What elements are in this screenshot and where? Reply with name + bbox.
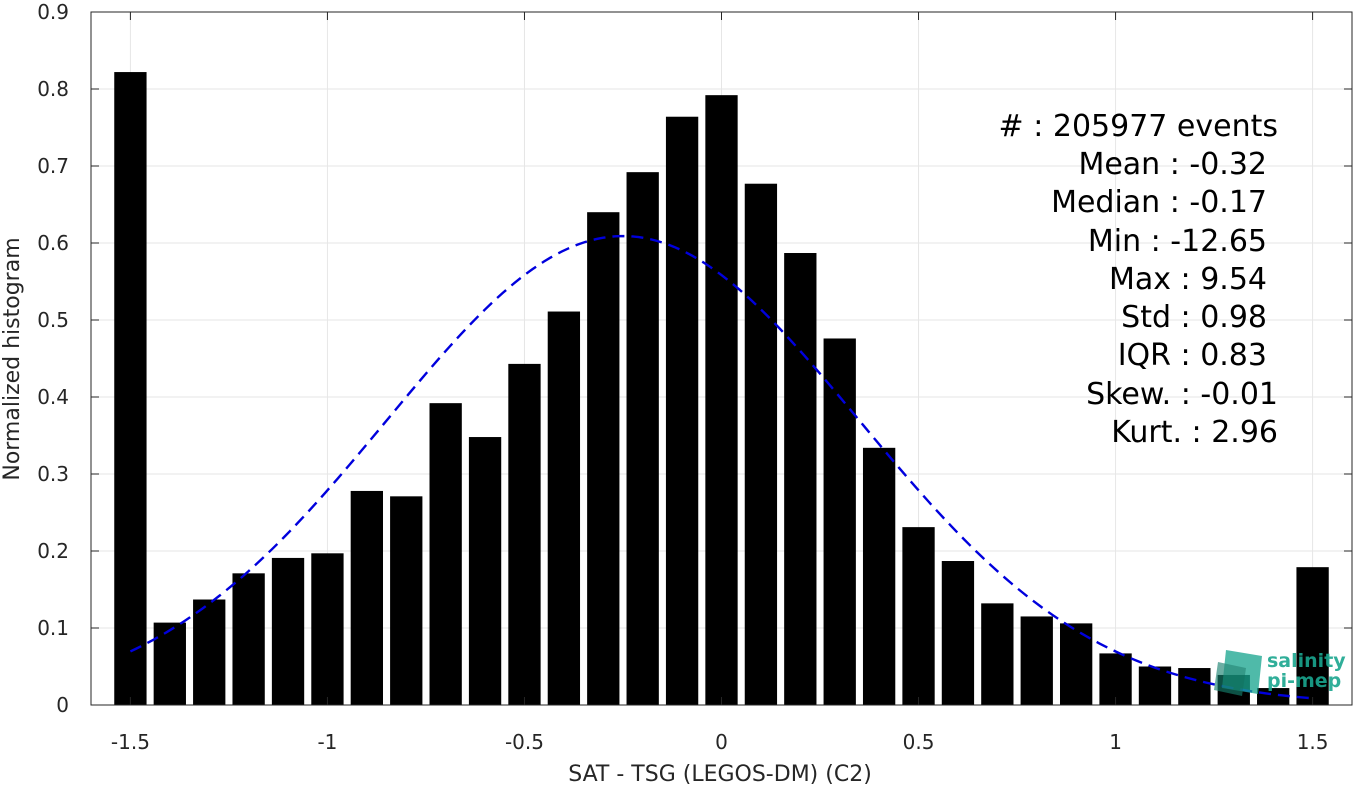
bar-1 xyxy=(153,622,186,705)
bar-8 xyxy=(429,403,462,705)
bar-2 xyxy=(193,599,226,705)
bar-5 xyxy=(311,553,344,705)
stat-skew: Skew. : -0.01 xyxy=(1086,377,1278,412)
x-tick-label-6: 1.5 xyxy=(1297,730,1329,754)
bar-21 xyxy=(941,561,975,705)
bar-26 xyxy=(1138,666,1172,705)
axes xyxy=(90,11,1353,706)
y-tick-label-2: 0.2 xyxy=(37,539,69,563)
bar-4 xyxy=(271,557,305,705)
bar-3 xyxy=(232,573,265,705)
bar-22 xyxy=(981,603,1014,705)
bar-23 xyxy=(1020,616,1053,705)
y-axis-label: Normalized histogram xyxy=(0,237,25,480)
bar-18 xyxy=(823,338,856,705)
bar-12 xyxy=(587,212,620,705)
bar-13 xyxy=(626,172,659,705)
statistics-annotation: # : 205977 events Mean : -0.32 Median : … xyxy=(999,109,1278,450)
bar-25 xyxy=(1099,653,1132,705)
x-tick-label-0: -1.5 xyxy=(111,730,150,754)
normal-fit-curve xyxy=(129,234,1313,700)
bar-6 xyxy=(350,490,384,705)
y-tick-labels: 0 0.1 0.2 0.3 0.4 0.5 0.6 0.7 0.8 0.9 xyxy=(37,0,69,717)
stat-kurt: Kurt. : 2.96 xyxy=(1111,415,1278,450)
logo-text-pimep: pi-mep xyxy=(1267,670,1341,692)
y-tick-label-0: 0 xyxy=(56,693,69,717)
stat-max: Max : 9.54 xyxy=(1109,262,1267,297)
y-tick-label-7: 0.7 xyxy=(37,154,69,178)
stat-median: Median : -0.17 xyxy=(1051,185,1267,220)
logo-text-salinity: salinity xyxy=(1267,650,1346,672)
bar-10 xyxy=(508,363,541,705)
y-tick-label-3: 0.3 xyxy=(37,462,69,486)
stat-std: Std : 0.98 xyxy=(1121,300,1267,335)
bar-7 xyxy=(390,496,423,705)
stat-iqr: IQR : 0.83 xyxy=(1118,338,1267,373)
x-tick-label-3: 0 xyxy=(715,730,728,754)
bar-27 xyxy=(1178,668,1211,705)
y-tick-label-4: 0.4 xyxy=(37,385,69,409)
salinity-pimep-logo: salinity pi-mep xyxy=(1214,650,1346,696)
y-tick-label-9: 0.9 xyxy=(37,0,69,24)
bar-20 xyxy=(902,527,935,705)
x-tick-label-1: -1 xyxy=(317,730,337,754)
y-tick-label-8: 0.8 xyxy=(37,77,69,101)
histogram-bars xyxy=(114,72,1329,706)
x-axis-label: SAT - TSG (LEGOS-DM) (C2) xyxy=(568,762,872,785)
y-tick-label-6: 0.6 xyxy=(37,231,69,255)
stat-min: Min : -12.65 xyxy=(1088,224,1267,259)
bar-19 xyxy=(862,447,896,705)
bar-9 xyxy=(468,437,502,705)
x-tick-label-4: 0.5 xyxy=(903,730,935,754)
y-tick-label-5: 0.5 xyxy=(37,308,69,332)
bar-16 xyxy=(744,183,778,705)
bar-11 xyxy=(547,311,581,705)
x-tick-label-2: -0.5 xyxy=(505,730,544,754)
stat-events: # : 205977 events xyxy=(999,109,1278,144)
x-tick-label-5: 1 xyxy=(1109,730,1122,754)
bar-17 xyxy=(784,253,817,705)
x-tick-labels: -1.5 -1 -0.5 0 0.5 1 1.5 xyxy=(111,730,1329,754)
stat-mean: Mean : -0.32 xyxy=(1078,147,1267,182)
bar-30 xyxy=(1296,567,1329,705)
y-tick-label-1: 0.1 xyxy=(37,616,69,640)
bar-0 xyxy=(114,72,147,705)
bar-14 xyxy=(665,116,699,706)
logo-icon xyxy=(1214,650,1262,696)
bar-15 xyxy=(705,95,738,705)
